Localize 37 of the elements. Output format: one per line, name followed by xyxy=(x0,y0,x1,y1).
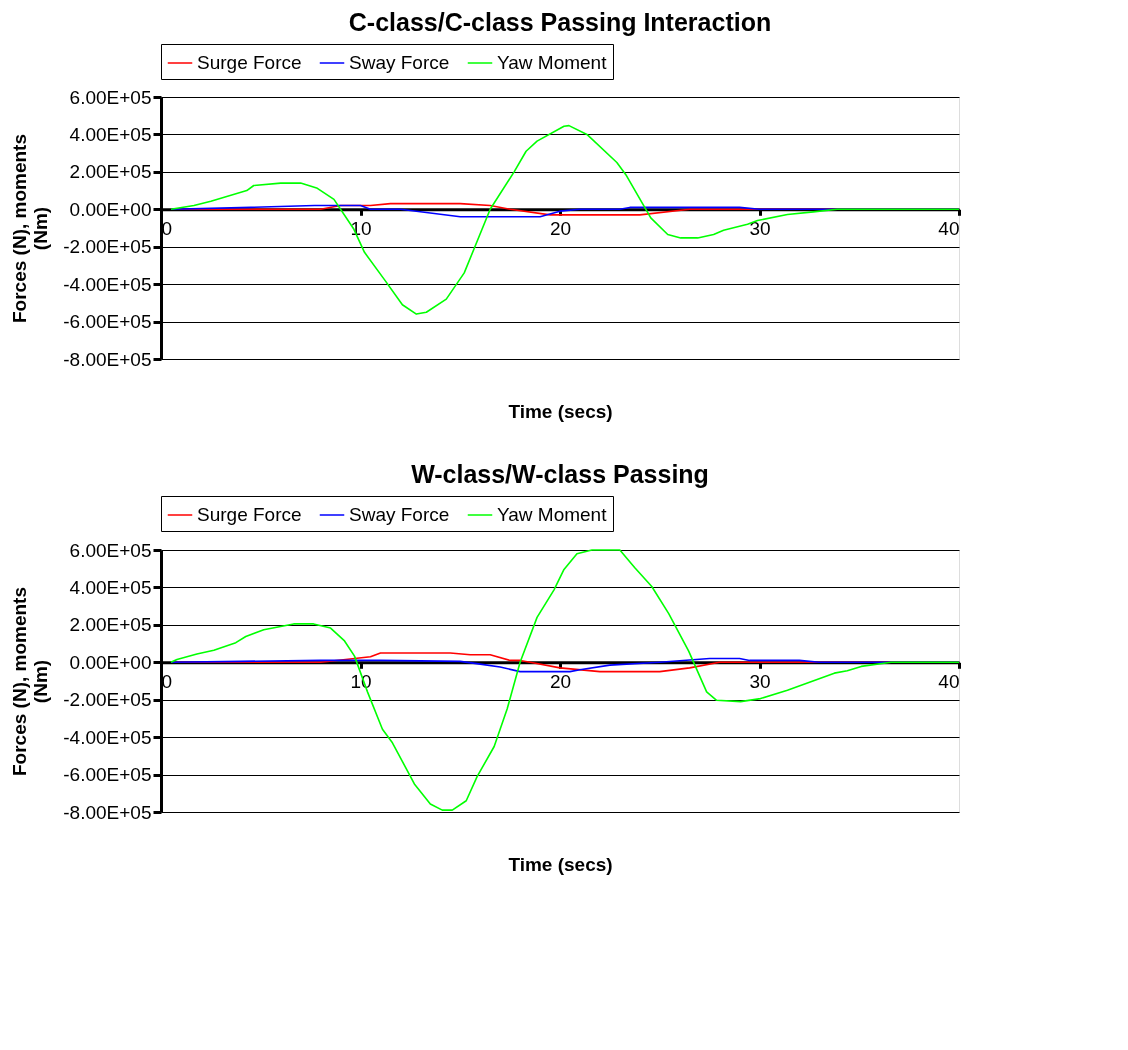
x-axis-title: Time (secs) xyxy=(508,853,613,875)
chart-title: C-class/C-class Passing Interaction xyxy=(348,7,772,36)
x-tick-label: 20 xyxy=(549,670,572,692)
y-tick-label: -6.00E+05 xyxy=(63,311,152,333)
x-tick-label: 30 xyxy=(749,217,771,239)
x-tick-label: 10 xyxy=(350,217,372,239)
line-series xyxy=(170,124,960,315)
y-tick-label: 0.00E+00 xyxy=(69,198,152,220)
y-axis-title: Forces (N), moments (Nm) xyxy=(9,134,52,323)
y-tick-label: -8.00E+05 xyxy=(63,801,152,823)
y-tick-label: -6.00E+05 xyxy=(63,764,152,786)
x-tick-label: 20 xyxy=(549,217,572,239)
y-tick-label: 4.00E+05 xyxy=(69,123,152,145)
y-tick-label: 0.00E+00 xyxy=(69,651,152,673)
y-tick-label: -4.00E+05 xyxy=(63,273,152,295)
y-tick-label: 6.00E+05 xyxy=(69,86,152,108)
y-tick-label: 2.00E+05 xyxy=(69,614,152,636)
y-tick-label: -4.00E+05 xyxy=(63,726,152,748)
x-tick-label: 30 xyxy=(749,670,771,692)
y-axis-title: Forces (N), moments (Nm) xyxy=(9,587,52,776)
y-tick-label: -2.00E+05 xyxy=(63,236,152,258)
y-tick-label: 2.00E+05 xyxy=(69,161,152,183)
x-tick-label: 40 xyxy=(938,217,960,239)
x-axis-title: Time (secs) xyxy=(508,400,613,422)
legend-label: Yaw Moment xyxy=(497,504,608,525)
line-series xyxy=(170,549,960,811)
x-tick-label: 40 xyxy=(938,670,960,692)
legend-label: Sway Force xyxy=(349,52,450,73)
y-tick-label: -2.00E+05 xyxy=(63,689,152,711)
legend-label: Surge Force xyxy=(197,52,302,73)
y-tick-label: -8.00E+05 xyxy=(63,348,152,370)
legend-label: Yaw Moment xyxy=(497,52,608,73)
legend-label: Sway Force xyxy=(349,504,450,525)
chart-title: W-class/W-class Passing xyxy=(411,459,709,488)
y-tick-label: 4.00E+05 xyxy=(69,576,152,598)
y-tick-label: 6.00E+05 xyxy=(69,539,152,561)
legend-label: Surge Force xyxy=(197,504,302,525)
